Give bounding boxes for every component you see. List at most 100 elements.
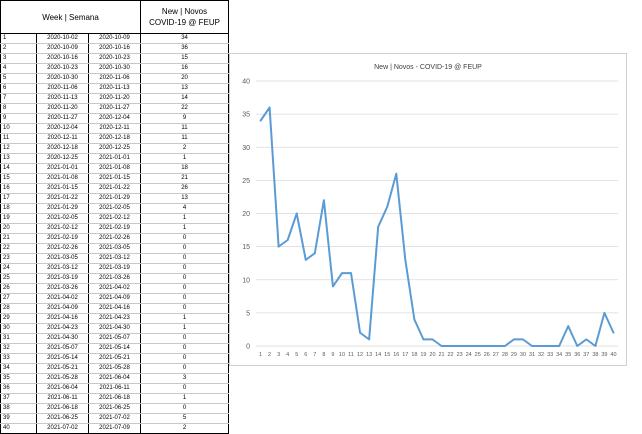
data-point <box>404 258 407 261</box>
week-end-cell: 2020-12-18 <box>87 133 142 144</box>
week-number-cell: 8 <box>0 103 37 114</box>
week-number-cell: 21 <box>0 233 37 244</box>
week-start-cell: 2021-03-05 <box>36 253 89 264</box>
new-cases-cell: 1 <box>140 323 230 334</box>
week-number-cell: 40 <box>0 423 37 434</box>
week-number-cell: 18 <box>0 203 37 214</box>
week-end-cell: 2021-07-02 <box>87 413 142 424</box>
week-number-cell: 5 <box>0 73 37 84</box>
new-cases-cell: 2 <box>140 423 230 434</box>
week-number-cell: 28 <box>0 303 37 314</box>
table-row: 31 2021-04-30 2021-05-07 0 <box>0 333 230 344</box>
week-start-cell: 2021-02-05 <box>36 213 89 224</box>
data-point <box>341 272 343 275</box>
table-row: 10 2020-12-04 2020-12-11 11 <box>0 123 230 134</box>
x-tick-label: 35 <box>565 352 571 358</box>
new-cases-cell: 0 <box>140 263 230 274</box>
data-point <box>440 345 443 347</box>
new-cases-cell: 2 <box>140 143 230 154</box>
x-tick-label: 19 <box>420 352 426 358</box>
y-tick-label: 10 <box>242 277 250 284</box>
data-point <box>549 345 552 347</box>
x-tick-label: 6 <box>304 352 307 358</box>
week-number-cell: 26 <box>0 283 37 294</box>
week-number-cell: 34 <box>0 363 37 374</box>
table-row: 23 2021-03-05 2021-03-12 0 <box>0 253 230 264</box>
week-number-cell: 10 <box>0 123 37 134</box>
week-end-cell: 2021-03-05 <box>87 243 142 254</box>
week-number-cell: 32 <box>0 343 37 354</box>
data-point <box>531 345 533 347</box>
data-point <box>368 338 371 341</box>
x-tick-label: 12 <box>357 352 363 358</box>
week-start-cell: 2021-05-28 <box>36 373 89 384</box>
table-row: 6 2020-11-06 2020-11-13 13 <box>0 83 230 94</box>
data-point <box>476 345 479 347</box>
table-row: 20 2021-02-12 2021-02-19 1 <box>0 223 230 234</box>
week-start-cell: 2020-10-09 <box>36 43 89 54</box>
new-cases-cell: 26 <box>140 183 230 194</box>
x-tick-label: 39 <box>601 352 607 358</box>
table-row: 8 2020-11-20 2020-11-27 22 <box>0 103 230 114</box>
week-end-cell: 2021-03-12 <box>87 253 142 264</box>
week-number-cell: 11 <box>0 133 37 144</box>
table-row: 18 2021-01-29 2021-02-05 4 <box>0 203 230 214</box>
x-axis-tick-labels: 1 2 3 4 5 6 7 8 9 10 11 12 13 14 15 16 17 18 19 20 21 22 23 24 2… <box>259 352 617 358</box>
new-cases-cell: 1 <box>140 223 230 234</box>
week-number-cell: 22 <box>0 243 37 254</box>
table-row: 15 2021-01-08 2021-01-15 21 <box>0 173 230 184</box>
data-point <box>286 239 289 241</box>
week-start-cell: 2020-12-18 <box>36 143 89 154</box>
x-tick-label: 17 <box>402 352 408 358</box>
data-point <box>395 172 398 175</box>
table-header-row: Week | Semana New | Novos COVID-19 @ FEU… <box>0 0 230 34</box>
table-row: 30 2021-04-23 2021-04-30 1 <box>0 323 230 334</box>
x-tick-label: 13 <box>366 352 372 358</box>
data-point <box>304 258 307 261</box>
cases-header-line2: COVID-19 @ FEUP <box>149 18 220 27</box>
table-row: 37 2021-06-11 2021-06-18 1 <box>0 393 230 404</box>
x-tick-label: 37 <box>583 352 589 358</box>
data-point <box>612 331 615 334</box>
table-row: 34 2021-05-21 2021-05-28 0 <box>0 363 230 374</box>
x-tick-label: 15 <box>384 352 390 358</box>
data-point <box>576 345 579 347</box>
week-number-cell: 6 <box>0 83 37 94</box>
new-cases-cell: 1 <box>140 313 230 324</box>
week-number-cell: 17 <box>0 193 37 204</box>
x-tick-label: 31 <box>529 352 535 358</box>
table-row: 3 2020-10-16 2020-10-23 15 <box>0 53 230 64</box>
week-end-cell: 2021-01-29 <box>87 193 142 204</box>
x-tick-label: 9 <box>331 352 334 358</box>
y-tick-label: 25 <box>242 178 250 185</box>
data-point <box>386 205 389 208</box>
new-cases-cell: 11 <box>140 133 230 144</box>
new-cases-cell: 0 <box>140 403 230 414</box>
week-end-cell: 2020-10-09 <box>87 33 142 44</box>
new-cases-cell: 0 <box>140 253 230 264</box>
gridlines <box>256 80 618 347</box>
week-end-cell: 2020-12-11 <box>87 123 142 134</box>
y-tick-label: 5 <box>246 310 250 317</box>
table-row: 39 2021-06-25 2021-07-02 5 <box>0 413 230 424</box>
week-start-cell: 2021-06-25 <box>36 413 89 424</box>
week-end-cell: 2021-05-07 <box>87 333 142 344</box>
week-end-cell: 2020-10-30 <box>87 63 142 74</box>
week-end-cell: 2021-01-08 <box>87 163 142 174</box>
week-start-cell: 2021-01-15 <box>36 183 89 194</box>
table-row: 14 2021-01-01 2021-01-08 18 <box>0 163 230 174</box>
week-end-cell: 2020-11-13 <box>87 83 142 94</box>
week-start-cell: 2020-12-04 <box>36 123 89 134</box>
week-number-cell: 9 <box>0 113 37 124</box>
week-number-cell: 23 <box>0 253 37 264</box>
week-start-cell: 2020-11-13 <box>36 93 89 104</box>
x-tick-label: 34 <box>556 352 562 358</box>
x-tick-label: 22 <box>448 352 454 358</box>
week-start-cell: 2020-10-02 <box>36 33 89 44</box>
week-end-cell: 2021-04-09 <box>87 293 142 304</box>
week-end-cell: 2021-03-26 <box>87 273 142 284</box>
week-start-cell: 2020-11-27 <box>36 113 89 124</box>
week-number-cell: 3 <box>0 53 37 64</box>
data-point <box>350 272 352 275</box>
week-start-cell: 2021-04-16 <box>36 313 89 324</box>
